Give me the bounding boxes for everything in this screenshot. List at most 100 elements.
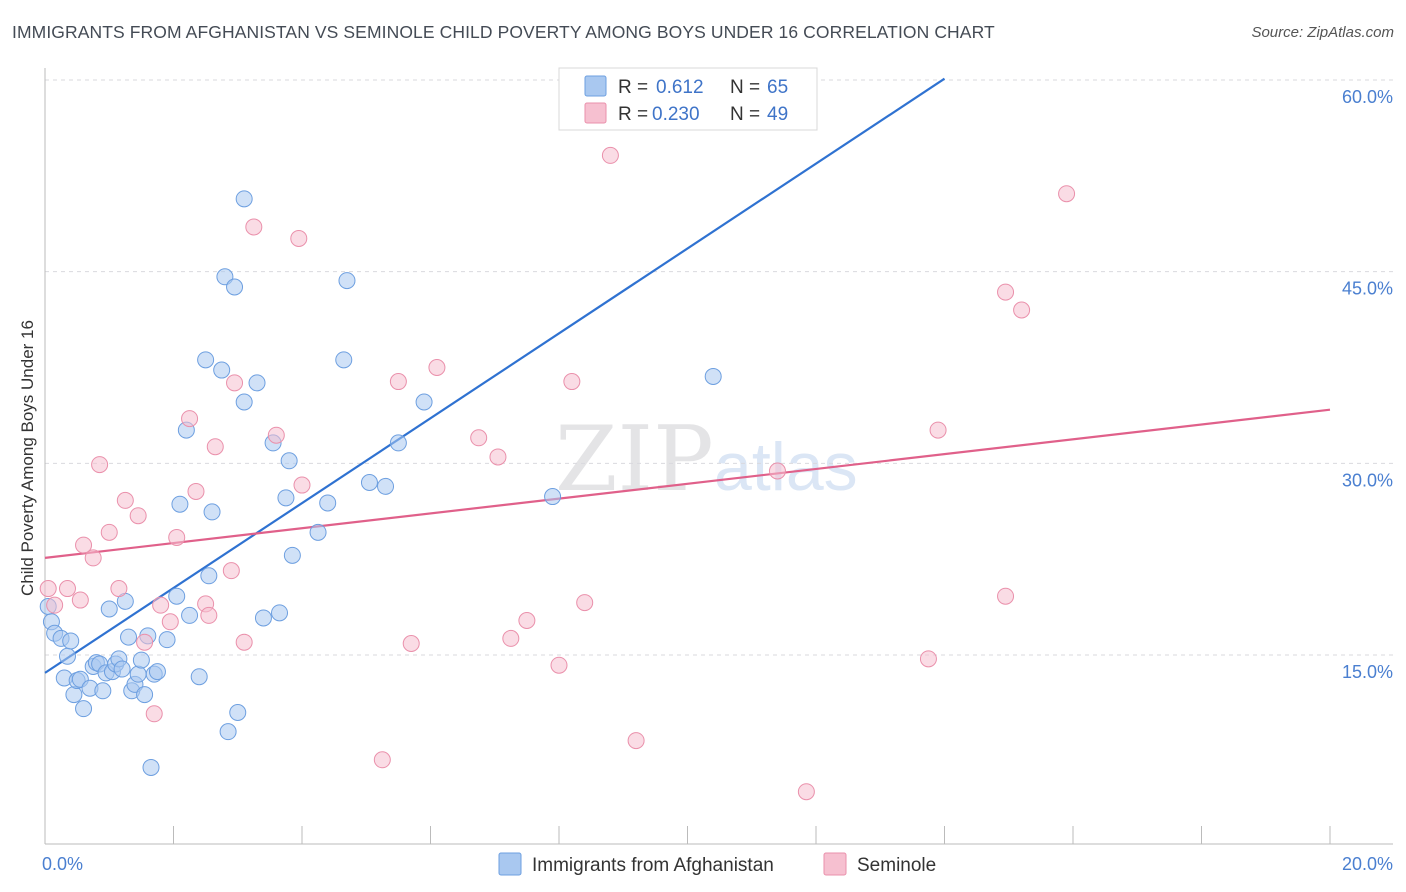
series-legend-label-seminole: Seminole [857, 855, 936, 876]
y-tick-label-0: 15.0% [1342, 662, 1393, 682]
point-seminole-1 [46, 596, 64, 614]
point-seminole-36 [550, 656, 568, 674]
point-afghanistan-10 [75, 700, 93, 718]
point-afghanistan-26 [129, 665, 147, 683]
point-seminole-4 [75, 536, 93, 554]
point-afghanistan-32 [148, 663, 166, 681]
point-afghanistan-42 [213, 361, 231, 379]
point-afghanistan-49 [248, 374, 266, 392]
y-tick-label-2: 45.0% [1342, 279, 1393, 299]
point-afghanistan-48 [235, 393, 253, 411]
point-seminole-37 [563, 373, 581, 391]
y-tick-label-3: 60.0% [1342, 87, 1393, 107]
point-afghanistan-54 [280, 452, 298, 470]
point-afghanistan-50 [254, 609, 272, 627]
series-legend-swatch-afghanistan [498, 852, 522, 876]
point-afghanistan-28 [136, 686, 154, 704]
point-seminole-0 [39, 580, 57, 598]
chart-title: IMMIGRANTS FROM AFGHANISTAN VS SEMINOLE … [12, 22, 995, 42]
point-afghanistan-45 [226, 278, 244, 296]
point-seminole-22 [226, 374, 244, 392]
axes [44, 68, 1393, 845]
stats-legend: R = 0.612 N = 65 R = 0.230 N = 49 [558, 67, 818, 131]
y-tick-label-1: 30.0% [1342, 470, 1393, 490]
point-afghanistan-44 [219, 723, 237, 741]
legend-r-label-1: R = [618, 77, 648, 98]
point-afghanistan-21 [113, 660, 131, 678]
legend-n-label-2: N = [730, 104, 760, 125]
point-afghanistan-7 [65, 686, 83, 704]
point-afghanistan-46 [229, 704, 247, 721]
x-tick-label-1: 20.0% [1342, 854, 1393, 874]
trend-line-seminole [44, 408, 1331, 559]
point-seminole-11 [136, 633, 154, 651]
series-legend-swatch-seminole [823, 852, 847, 876]
point-afghanistan-39 [197, 351, 215, 369]
point-seminole-42 [797, 783, 815, 801]
point-seminole-28 [373, 751, 391, 769]
point-afghanistan-37 [181, 606, 199, 624]
data-points [39, 146, 1076, 801]
point-seminole-48 [1058, 185, 1076, 203]
point-afghanistan-35 [171, 495, 189, 513]
point-seminole-23 [235, 633, 253, 651]
point-seminole-24 [245, 218, 263, 236]
point-seminole-30 [402, 635, 420, 652]
point-seminole-14 [161, 613, 179, 631]
point-afghanistan-58 [335, 351, 353, 369]
point-afghanistan-33 [158, 631, 176, 649]
point-seminole-44 [929, 421, 947, 439]
point-afghanistan-34 [168, 587, 186, 605]
point-seminole-25 [267, 426, 285, 444]
point-afghanistan-6 [62, 632, 80, 650]
point-seminole-21 [222, 562, 240, 580]
point-seminole-47 [1013, 301, 1031, 319]
point-seminole-40 [627, 732, 645, 750]
legend-r-label-2: R = [618, 104, 648, 125]
point-afghanistan-41 [203, 503, 221, 521]
legend-n-value-1: 65 [767, 77, 788, 98]
point-afghanistan-57 [319, 494, 337, 512]
point-seminole-16 [181, 410, 199, 428]
point-seminole-9 [116, 491, 134, 509]
point-afghanistan-47 [235, 190, 253, 208]
point-afghanistan-52 [271, 604, 289, 622]
point-seminole-6 [91, 456, 109, 474]
trend-lines [44, 77, 1331, 674]
point-seminole-26 [290, 229, 308, 247]
point-seminole-35 [518, 612, 536, 629]
series-legend-label-afghanistan: Immigrants from Afghanistan [532, 855, 774, 876]
point-afghanistan-27 [132, 651, 150, 669]
point-afghanistan-62 [389, 434, 407, 452]
gridlines [45, 79, 1393, 656]
point-seminole-13 [152, 596, 170, 614]
point-afghanistan-30 [142, 758, 160, 776]
point-afghanistan-15 [94, 682, 112, 700]
point-seminole-38 [576, 594, 594, 612]
legend-n-value-2: 49 [767, 104, 788, 125]
legend-n-label-1: N = [730, 77, 760, 98]
point-seminole-45 [997, 587, 1015, 605]
point-afghanistan-40 [200, 567, 218, 585]
point-seminole-5 [84, 549, 102, 567]
point-afghanistan-61 [377, 477, 395, 495]
point-afghanistan-55 [283, 546, 301, 564]
point-seminole-41 [768, 462, 786, 480]
trend-line-afghanistan [44, 77, 946, 674]
watermark: ZIP atlas [555, 407, 858, 512]
point-seminole-12 [145, 705, 163, 723]
point-afghanistan-56 [309, 523, 327, 541]
point-seminole-32 [470, 429, 488, 447]
point-seminole-7 [100, 523, 118, 541]
legend-r-value-1: 0.612 [656, 77, 704, 98]
x-tick-label-0: 0.0% [42, 854, 83, 874]
point-afghanistan-59 [338, 272, 356, 290]
point-afghanistan-60 [360, 474, 378, 491]
point-seminole-33 [489, 448, 507, 466]
point-seminole-2 [58, 580, 76, 598]
point-seminole-3 [71, 591, 89, 609]
point-seminole-10 [129, 507, 147, 525]
point-seminole-27 [293, 476, 311, 494]
point-afghanistan-5 [58, 647, 76, 665]
